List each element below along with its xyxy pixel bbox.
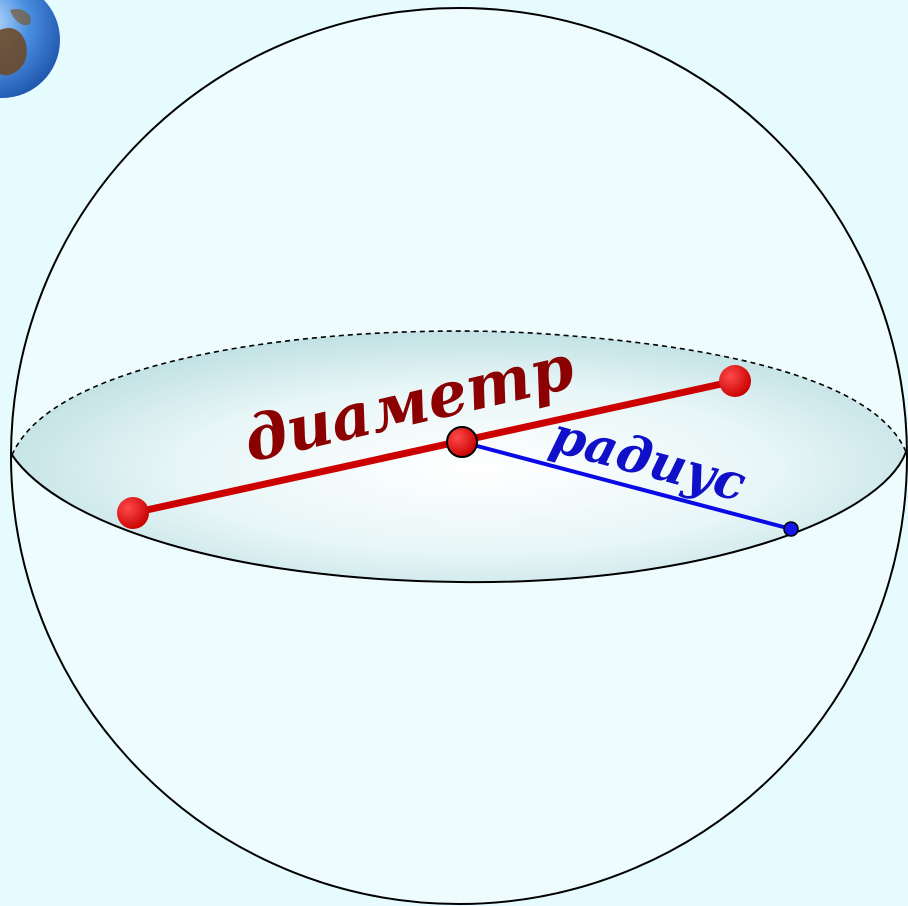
diameter-line [129,377,739,517]
sphere-center-point [446,426,478,458]
diameter-endpoint-left [117,497,149,529]
globe-icon [0,0,60,98]
equator-front-solid [11,451,907,584]
equator-back-dashed [11,330,907,456]
diameter-endpoint-right [719,365,751,397]
radius-line [460,440,793,531]
radius-endpoint [783,521,799,537]
